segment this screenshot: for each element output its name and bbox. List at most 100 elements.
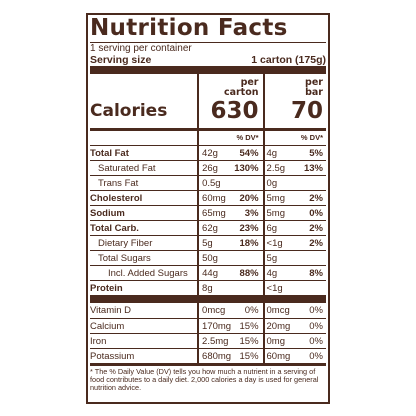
carton-amount: 42g	[202, 148, 218, 159]
thick-divider	[90, 295, 326, 303]
carton-amount: 8g	[202, 283, 213, 294]
bar-unit-text: bar	[305, 87, 323, 98]
carton-amount: 0.5g	[202, 178, 221, 189]
bar-dv: 5%	[309, 148, 323, 159]
nutrient-name: Protein	[90, 283, 123, 294]
nutrient-rows: Total Fat 42g 54% 4g 5% Saturated Fat 26g 130% 2…	[90, 145, 326, 295]
nutrient-name: Cholesterol	[90, 193, 143, 204]
carton-amount: 44g	[202, 268, 218, 279]
bar-cell: 5mg 2%	[262, 191, 326, 205]
carton-cell: 44g 88%	[197, 266, 261, 280]
carton-dv: 18%	[239, 238, 259, 249]
bar-dv: 0%	[309, 336, 323, 347]
bar-amount: <1g	[266, 283, 283, 294]
bar-amount: <1g	[266, 238, 283, 249]
bar-dv: 13%	[303, 163, 323, 174]
bar-dv: 0%	[309, 351, 323, 362]
bar-amount: 4g	[266, 268, 278, 279]
bar-dv: 2%	[309, 193, 323, 204]
bar-amount: 0mg	[266, 336, 285, 347]
bar-calories: 70	[290, 98, 323, 124]
bar-dv-header: % DV*	[300, 133, 323, 142]
bar-amount: 0mcg	[266, 305, 290, 316]
carton-unit-text: carton	[223, 87, 259, 98]
carton-cell: 65mg 3%	[197, 206, 261, 220]
serving-size-value: 1 carton (175g)	[251, 54, 326, 66]
bar-cell: 60mg 0%	[262, 349, 326, 363]
serving-size-row: Serving size 1 carton (175g)	[90, 54, 326, 66]
carton-dv: 20%	[239, 193, 259, 204]
bar-amount: 5g	[266, 253, 278, 264]
nutrient-name: Sodium	[90, 208, 125, 219]
carton-cell: 680mg 15%	[197, 349, 261, 363]
nutrient-row: Total Sugars 50g 5g	[90, 250, 326, 265]
carton-per-text: per	[240, 77, 259, 88]
medium-divider	[90, 363, 326, 366]
carton-amount: 50g	[202, 253, 218, 264]
carton-amount: 2.5mg	[202, 336, 229, 347]
nutrient-name: Total Sugars	[98, 253, 151, 264]
carton-amount: 170mg	[202, 321, 232, 332]
label-title: Nutrition Facts	[90, 15, 288, 41]
bar-cell: 4g 5%	[262, 146, 326, 160]
carton-calories: 630	[210, 98, 259, 124]
bar-amount: 60mg	[266, 351, 291, 362]
bar-amount: 0g	[266, 178, 278, 189]
carton-amount: 5g	[202, 238, 213, 249]
bar-dv: 0%	[309, 321, 323, 332]
bar-amount: 5mg	[266, 208, 285, 219]
bar-amount: 5mg	[266, 193, 285, 204]
carton-column-header: per carton 630	[197, 74, 261, 128]
carton-cell: 42g 54%	[197, 146, 261, 160]
nutrient-name: Potassium	[90, 351, 135, 362]
nutrient-row: Protein 8g <1g	[90, 280, 326, 295]
bar-cell: 0g	[262, 176, 326, 190]
calories-label: Calories	[90, 101, 168, 121]
bar-amount: 6g	[266, 223, 278, 234]
nutrient-row: Trans Fat 0.5g 0g	[90, 175, 326, 190]
carton-cell: 60mg 20%	[197, 191, 261, 205]
bar-dv: 0%	[309, 208, 323, 219]
carton-amount: 62g	[202, 223, 218, 234]
nutrient-name: Dietary Fiber	[98, 238, 153, 249]
bar-cell: 20mg 0%	[262, 319, 326, 333]
dv-header-row: % DV* % DV*	[90, 131, 326, 145]
bar-dv: 0%	[309, 305, 323, 316]
medium-divider	[90, 128, 326, 131]
carton-amount: 26g	[202, 163, 218, 174]
carton-cell: 0.5g	[197, 176, 261, 190]
carton-dv: 0%	[244, 305, 259, 316]
carton-dv: 15%	[239, 321, 259, 332]
vitamin-rows: Vitamin D 0mcg 0% 0mcg 0% Calcium 170mg 15% 20mg…	[90, 303, 326, 363]
calories-header: Calories per carton 630 per bar 70	[90, 74, 326, 128]
nutrient-name: Saturated Fat	[98, 163, 156, 174]
carton-amount: 60mg	[202, 193, 226, 204]
vitamin-row: Potassium 680mg 15% 60mg 0%	[90, 348, 326, 363]
carton-dv-header: % DV*	[236, 133, 259, 142]
serving-size-label: Serving size	[90, 54, 152, 66]
carton-cell: 62g 23%	[197, 221, 261, 235]
carton-amount: 680mg	[202, 351, 232, 362]
bar-column-header: per bar 70	[262, 74, 326, 128]
nutrient-name: Incl. Added Sugars	[108, 268, 188, 279]
carton-dv: 130%	[234, 163, 259, 174]
footnote: * The % Daily Value (DV) tells you how m…	[90, 367, 319, 393]
carton-amount: 0mcg	[202, 305, 226, 316]
bar-cell: 5g	[262, 251, 326, 265]
nutrient-row: Saturated Fat 26g 130% 2.5g 13%	[90, 160, 326, 175]
nutrition-table: Calories per carton 630 per bar 70 % DV*…	[90, 74, 326, 363]
column-divider-1	[197, 74, 199, 363]
nutrient-name: Iron	[90, 336, 107, 347]
bar-amount: 20mg	[266, 321, 291, 332]
bar-dv: 2%	[309, 238, 323, 249]
bar-cell: 0mcg 0%	[262, 303, 326, 318]
nutrient-row: Sodium 65mg 3% 5mg 0%	[90, 205, 326, 220]
nutrient-name: Total Carb.	[90, 223, 139, 234]
vitamin-row: Calcium 170mg 15% 20mg 0%	[90, 318, 326, 333]
carton-cell: 8g	[197, 281, 261, 295]
nutrient-name: Vitamin D	[90, 305, 132, 316]
carton-cell: 2.5mg 15%	[197, 334, 261, 348]
bar-cell: <1g	[262, 281, 326, 295]
bar-cell: 6g 2%	[262, 221, 326, 235]
vitamin-row: Iron 2.5mg 15% 0mg 0%	[90, 333, 326, 348]
